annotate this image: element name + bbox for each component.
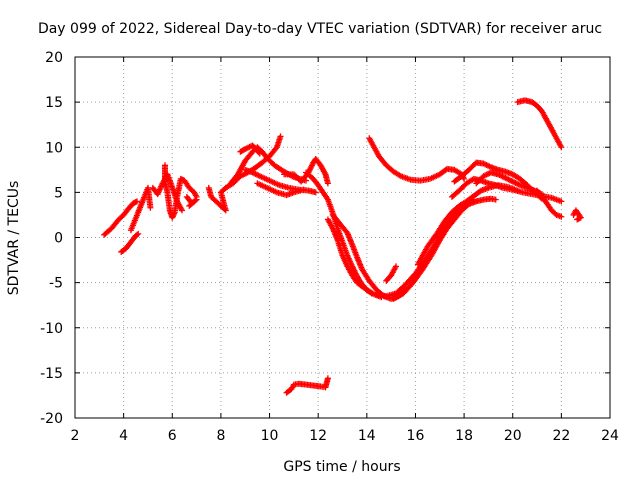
data-point <box>300 186 307 193</box>
x-tick-label: 12 <box>309 428 327 444</box>
x-tick-label: 6 <box>168 428 177 444</box>
y-tick-label: 10 <box>45 140 63 156</box>
series-arc-r <box>383 263 399 284</box>
x-tick-label: 20 <box>504 428 522 444</box>
data-point <box>558 198 565 205</box>
data-point <box>186 202 193 209</box>
data-point <box>368 290 375 297</box>
data-point <box>147 204 154 211</box>
data-point <box>472 160 479 167</box>
x-tick-label: 10 <box>261 428 279 444</box>
x-tick-label: 4 <box>119 428 128 444</box>
data-point <box>256 150 263 157</box>
data-point <box>558 213 565 220</box>
series-arc-aa <box>570 207 584 223</box>
data-points <box>101 97 584 396</box>
x-tick-label: 22 <box>552 428 570 444</box>
series-arc-j <box>237 142 263 157</box>
y-tick-label: -5 <box>49 276 63 292</box>
series-arc-ab <box>283 375 331 396</box>
y-axis-label: SDTVAR / TECUs <box>6 181 22 296</box>
data-point <box>179 207 185 214</box>
data-point <box>277 133 284 140</box>
series-arc-x <box>473 169 545 198</box>
data-point <box>324 180 331 187</box>
chart-title: Day 099 of 2022, Sidereal Day-to-day VTE… <box>38 21 602 37</box>
data-point <box>187 201 194 208</box>
data-point <box>324 375 331 382</box>
x-tick-label: 24 <box>601 428 619 444</box>
x-tick-label: 16 <box>407 428 425 444</box>
x-axis-label: GPS time / hours <box>283 459 400 475</box>
series-arc-t <box>390 195 499 302</box>
x-tick-label: 14 <box>358 428 376 444</box>
series-arc-e <box>161 162 200 221</box>
x-tick-label: 18 <box>455 428 473 444</box>
series-arc-b <box>118 230 142 255</box>
grid-lines <box>75 57 610 418</box>
series-arc-l <box>254 180 307 199</box>
y-tick-label: -15 <box>40 366 63 382</box>
data-point <box>312 189 319 196</box>
data-point <box>367 289 374 296</box>
series-arc-c <box>127 184 154 234</box>
series-arc-y <box>514 97 565 151</box>
y-tick-label: 5 <box>54 185 63 201</box>
data-point <box>255 149 262 156</box>
series-arc-g <box>205 184 229 214</box>
y-tick-label: 20 <box>45 50 63 66</box>
data-point <box>134 198 141 205</box>
data-point <box>393 263 399 270</box>
x-tick-label: 2 <box>71 428 80 444</box>
data-point <box>135 230 142 237</box>
data-point <box>574 216 581 223</box>
y-tick-label: -10 <box>40 321 63 337</box>
series-arc-a <box>101 198 141 238</box>
series-arc-q <box>366 135 468 184</box>
y-tick-label: 15 <box>45 95 63 111</box>
series-arc-z <box>534 187 565 220</box>
x-tick-label: 8 <box>216 428 225 444</box>
data-point <box>134 231 141 238</box>
series-arc-o <box>324 216 375 297</box>
data-point <box>558 144 565 151</box>
y-tick-label: -20 <box>40 411 63 427</box>
data-point <box>492 196 499 203</box>
y-tick-label: 0 <box>54 231 63 247</box>
series-arc-f <box>183 193 200 209</box>
